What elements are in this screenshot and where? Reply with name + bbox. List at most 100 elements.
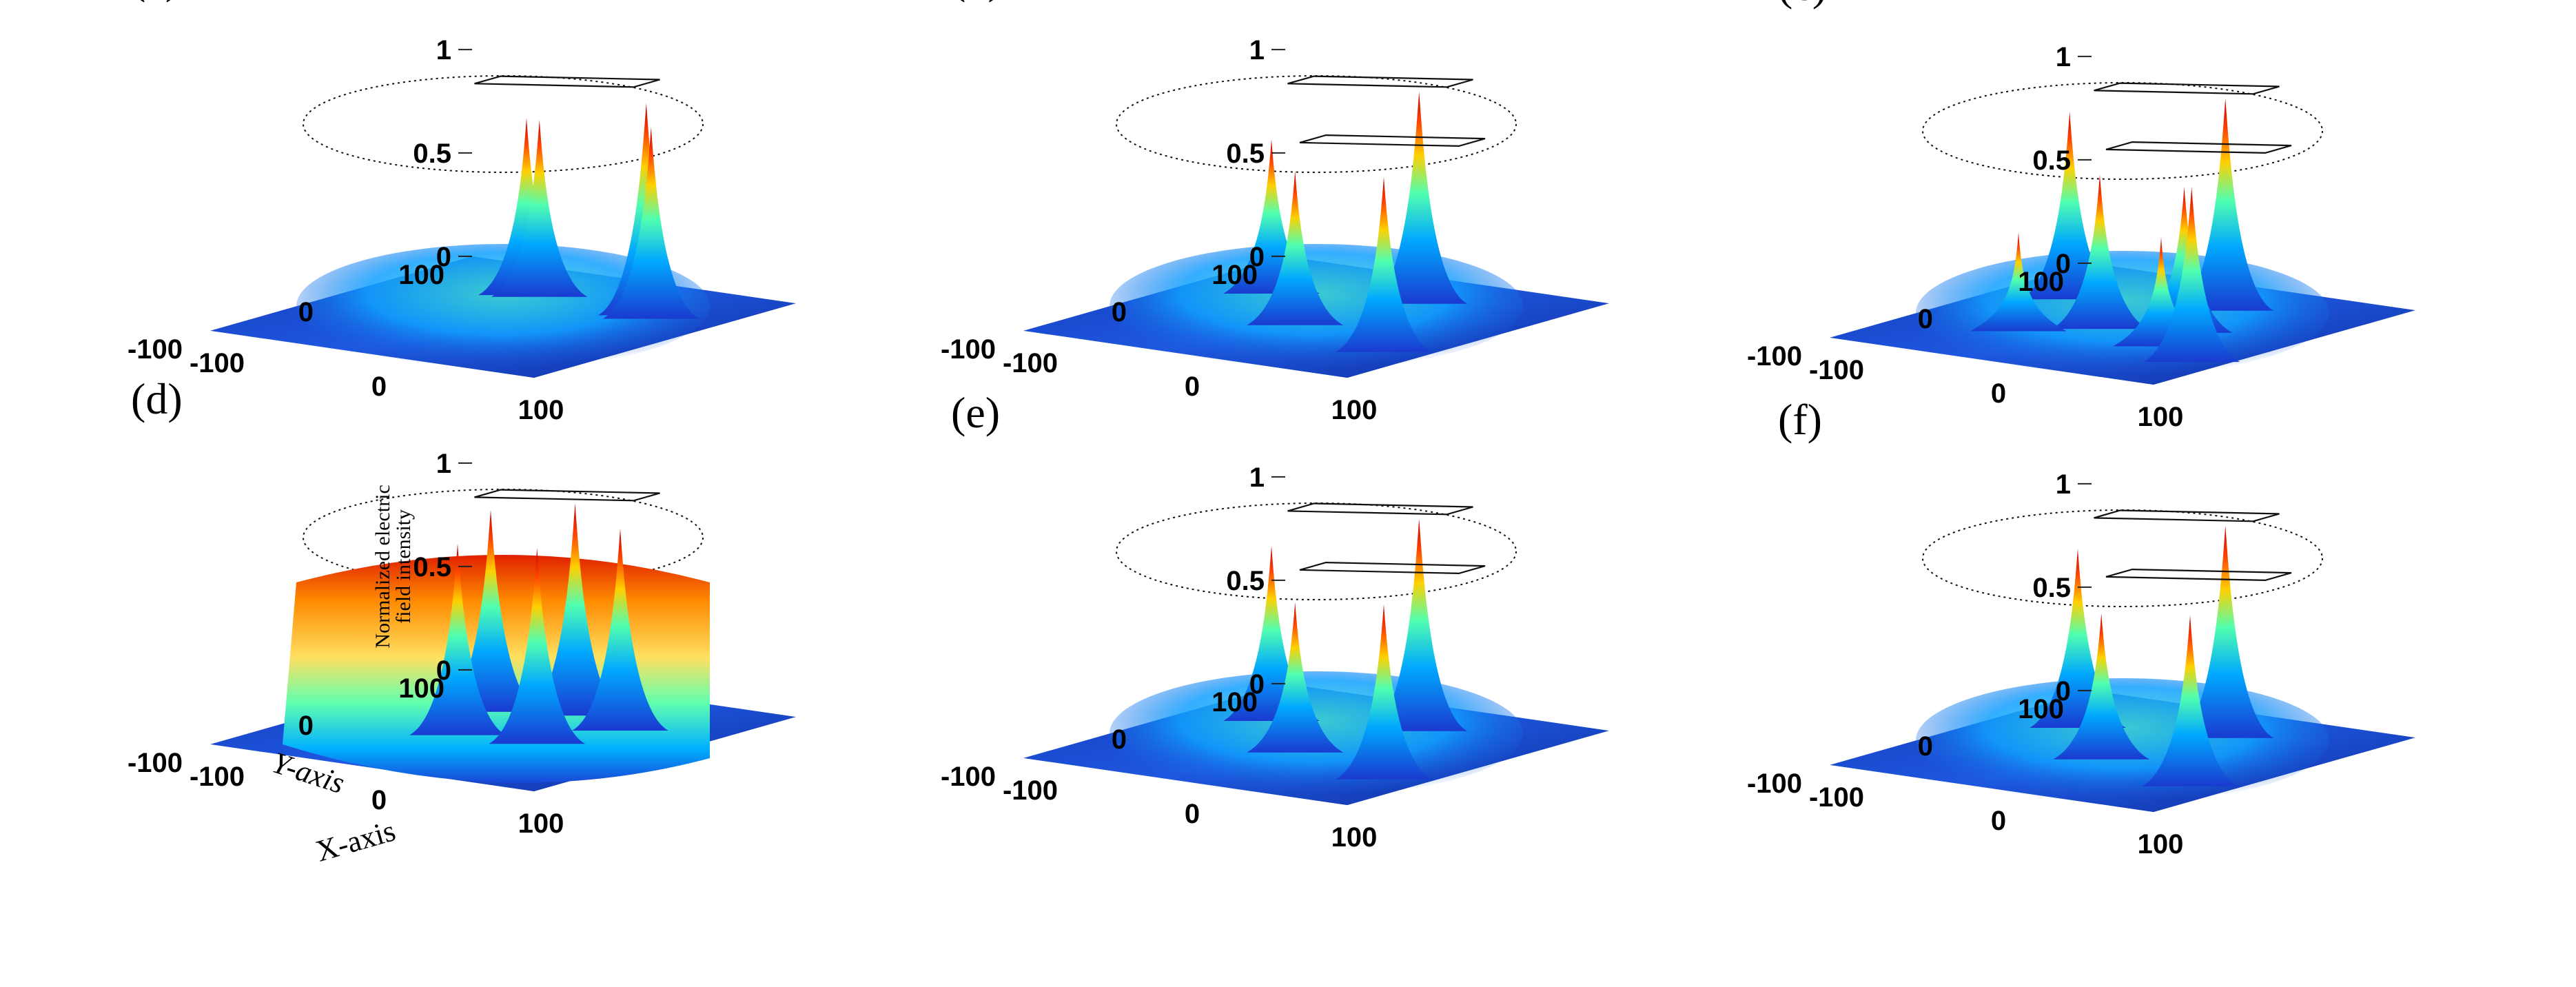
y-tick-label: 0 [298, 711, 314, 741]
surface-peak [527, 503, 624, 716]
panel-label: (c) [1778, 0, 1827, 10]
x-tick-label: -100 [1003, 775, 1058, 806]
y-tick-label: 0 [298, 297, 314, 327]
y-tick-label: -100 [941, 334, 996, 365]
y-tick-label: -100 [1747, 341, 1802, 372]
y-tick-label: 0 [1112, 297, 1127, 327]
surface-peak [489, 548, 586, 744]
structure-outline [1116, 75, 1517, 173]
z-tick-label: 0.5 [2032, 573, 2071, 603]
surface-peak [2136, 186, 2233, 333]
surface-peak [2113, 237, 2209, 347]
y-tick-label: 0 [1112, 724, 1127, 755]
surface-mound [296, 244, 710, 368]
x-axis-title: X-axis [312, 813, 399, 868]
z-tick-label: 1 [2056, 469, 2071, 500]
z-tick-label: 0 [2056, 676, 2071, 706]
z-tick-label: 0.5 [2032, 145, 2071, 176]
slab-outline [2094, 82, 2280, 95]
surface-peak [1223, 139, 1320, 294]
z-tick-label: 0.5 [413, 139, 451, 169]
y-tick-label: -100 [127, 334, 183, 365]
z-tick-label: 0.5 [1226, 139, 1265, 169]
z-tick-label: 0 [436, 242, 451, 272]
x-tick-label: -100 [1809, 782, 1864, 813]
z-tick-label: 0 [1249, 242, 1265, 272]
panel-label: (f) [1778, 395, 1822, 444]
surface-peak [491, 119, 588, 297]
surface-peak [2030, 548, 2126, 728]
surface-peak [409, 543, 506, 735]
z-tick-label: 1 [1249, 462, 1265, 493]
z-tick-label: 1 [1249, 35, 1265, 65]
structure-outline [1116, 502, 1517, 600]
surface-peak [2142, 615, 2238, 786]
surface-peak [2053, 613, 2150, 760]
x-tick-label: 0 [371, 785, 387, 815]
x-tick-label: -100 [190, 348, 245, 378]
z-tick-label: 0 [2056, 249, 2071, 279]
panel-label: (d) [131, 374, 183, 423]
panel-label: (e) [951, 388, 1000, 437]
y-tick-label: 100 [398, 260, 444, 290]
x-tick-label: 100 [518, 808, 564, 839]
y-tick-label: 0 [1918, 304, 1933, 334]
slab-outline [474, 489, 660, 502]
z-tick-label: 0 [436, 655, 451, 686]
x-tick-label: 100 [2138, 402, 2184, 432]
y-tick-label: 100 [398, 673, 444, 704]
surface-peak [442, 509, 539, 712]
slab-outline [2105, 568, 2292, 582]
surface-peak [2052, 174, 2148, 329]
slab-outline [1287, 75, 1473, 88]
x-tick-label: 0 [1185, 372, 1200, 402]
y-tick-label: 0 [1918, 731, 1933, 762]
x-tick-label: 0 [1991, 806, 2006, 836]
z-tick-label: 0 [1249, 669, 1265, 700]
y-tick-label: -100 [127, 748, 183, 778]
z-tick-label: 1 [436, 35, 451, 65]
slab-outline [1287, 502, 1473, 516]
surface-peak [1970, 232, 2067, 332]
x-tick-label: 100 [518, 395, 564, 425]
surface-peak [1247, 602, 1344, 753]
panel-label: (a) [131, 0, 180, 3]
z-axis-title-line2: field intensity [392, 509, 415, 624]
x-tick-label: -100 [190, 762, 245, 792]
surface-peak [602, 127, 699, 319]
z-axis-title: Normalized electric [371, 485, 394, 648]
x-tick-label: -100 [1809, 355, 1864, 385]
z-tick-label: 1 [2056, 42, 2071, 72]
z-tick-label: 0.5 [1226, 566, 1265, 596]
surface-peak [1336, 604, 1432, 780]
surface-peak [2143, 187, 2240, 363]
surface-peak [2177, 525, 2274, 738]
x-tick-label: 0 [1991, 378, 2006, 409]
panel-label: (b) [951, 0, 1003, 3]
surface-peak [572, 529, 668, 731]
x-tick-label: -100 [1003, 348, 1058, 378]
y-tick-label: -100 [1747, 769, 1802, 799]
x-tick-label: 100 [2138, 829, 2184, 859]
structure-outline [1922, 509, 2323, 607]
surface-peak [2177, 98, 2274, 311]
y-tick-label: -100 [941, 762, 996, 792]
surface-peak [1336, 176, 1432, 352]
y-tick-label: 100 [1212, 260, 1258, 290]
slab-outline [2094, 509, 2280, 522]
z-tick-label: 0.5 [413, 552, 451, 582]
z-tick-label: 1 [436, 449, 451, 479]
surface-peak [2021, 112, 2118, 300]
slab-outline [1299, 134, 1486, 147]
surface-peak [1371, 91, 1468, 304]
y-tick-label: 100 [2018, 694, 2064, 724]
slab-outline [474, 75, 660, 88]
x-tick-label: 100 [1331, 822, 1378, 853]
